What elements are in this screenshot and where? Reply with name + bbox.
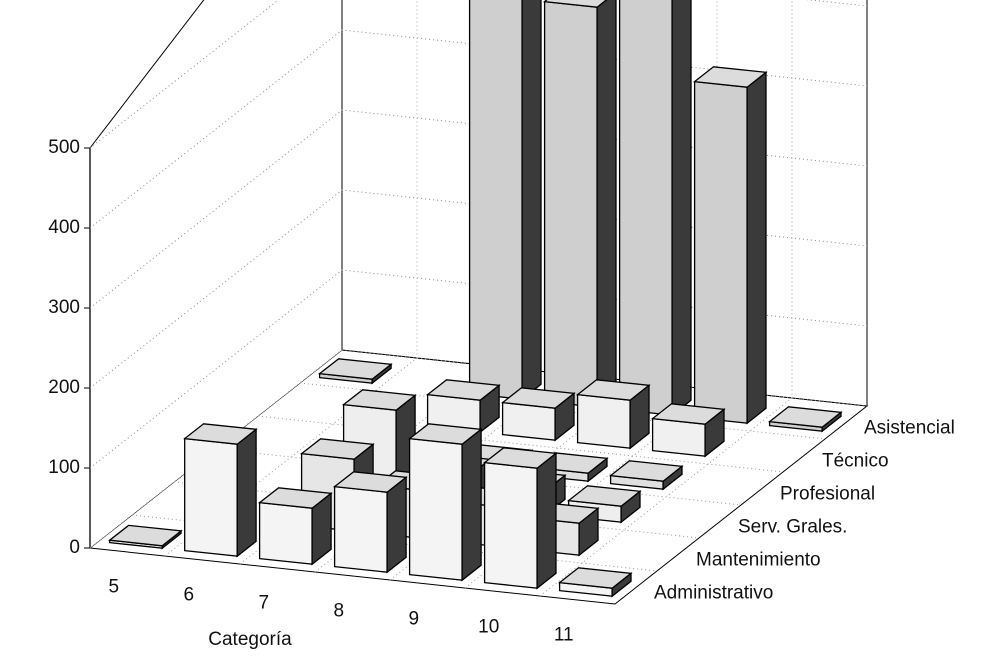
bar-front (618, 0, 673, 416)
bar-side (521, 0, 542, 401)
bar (425, 379, 501, 434)
x-tick-label: 9 (408, 609, 419, 630)
bar (767, 406, 843, 433)
bar-top (317, 358, 393, 380)
x-tick-label: 6 (183, 585, 194, 606)
series-label: Asistencial (864, 418, 955, 439)
bar-front (483, 461, 538, 589)
bar-front (258, 501, 313, 565)
bar-front (184, 437, 238, 557)
bar (542, 0, 617, 409)
bar (257, 487, 333, 566)
left-wall-top (89, 0, 205, 149)
bar-top (542, 0, 608, 8)
series-label: Serv. Grales. (738, 517, 847, 538)
x-tick-label: 10 (478, 617, 499, 638)
bar-top (650, 403, 726, 425)
bar-side (596, 0, 617, 409)
bar (183, 423, 258, 558)
bar (317, 358, 393, 385)
bar-top (692, 66, 768, 88)
bar-side (671, 0, 692, 417)
bar (650, 403, 726, 458)
floor-grid (539, 0, 793, 597)
grid-line (89, 109, 868, 309)
bar-top (566, 485, 642, 507)
series-label: Mantenimiento (696, 550, 821, 571)
bar-front (408, 437, 463, 581)
bar-side (386, 475, 407, 574)
y-tick-label: 500 (48, 137, 80, 158)
grid-line (89, 349, 868, 549)
x-axis-title: Categoría (208, 629, 292, 650)
y-tick-label: 0 (69, 537, 80, 558)
x-tick-label: 5 (108, 577, 119, 598)
bar (608, 460, 684, 491)
bar-front (468, 0, 523, 400)
series-label: Técnico (822, 451, 889, 472)
bar (332, 471, 408, 574)
bar-front (501, 401, 556, 441)
bar-top (299, 438, 375, 460)
bar-front (333, 485, 388, 573)
bar-side (461, 427, 482, 582)
x-tick-label: 8 (333, 601, 344, 622)
bar (618, 0, 692, 417)
bar-side (746, 70, 767, 425)
x-tick-label: 7 (258, 593, 269, 614)
y-tick-label: 300 (48, 297, 80, 318)
bar (557, 567, 633, 598)
series-label: Profesional (780, 484, 875, 505)
series-label: Administrativo (654, 583, 773, 604)
bar-top (407, 423, 483, 445)
bar (482, 447, 558, 590)
bar-side (236, 427, 257, 558)
bar-top (108, 524, 183, 547)
y-tick-label: 100 (48, 457, 80, 478)
bar-front (693, 80, 748, 424)
grid-line (89, 189, 868, 389)
bar (692, 66, 768, 425)
bar-top (425, 379, 501, 401)
bar-top (257, 487, 333, 509)
bar (108, 524, 183, 550)
x-tick-label: 11 (554, 625, 574, 646)
bar (407, 423, 483, 582)
y-tick-label: 400 (48, 217, 80, 238)
grid-line (89, 29, 868, 229)
bar (500, 387, 576, 442)
floor-grid (164, 0, 418, 557)
bar-top (608, 460, 684, 482)
bar (575, 379, 651, 450)
left-wall (90, 0, 342, 548)
bar-top (482, 447, 558, 469)
bar-top (500, 387, 576, 409)
bar (468, 0, 542, 401)
bar-top (341, 389, 417, 411)
grid-line (89, 269, 868, 469)
bar-front (543, 0, 598, 408)
bar-top (767, 406, 843, 428)
bar-top (575, 379, 651, 401)
bar-top (332, 471, 408, 493)
y-tick-label: 200 (48, 377, 80, 398)
bar-side (536, 451, 557, 590)
bar-top (183, 423, 258, 445)
bar-front (651, 417, 706, 457)
bar-top (557, 567, 633, 589)
bar-front (576, 393, 631, 449)
